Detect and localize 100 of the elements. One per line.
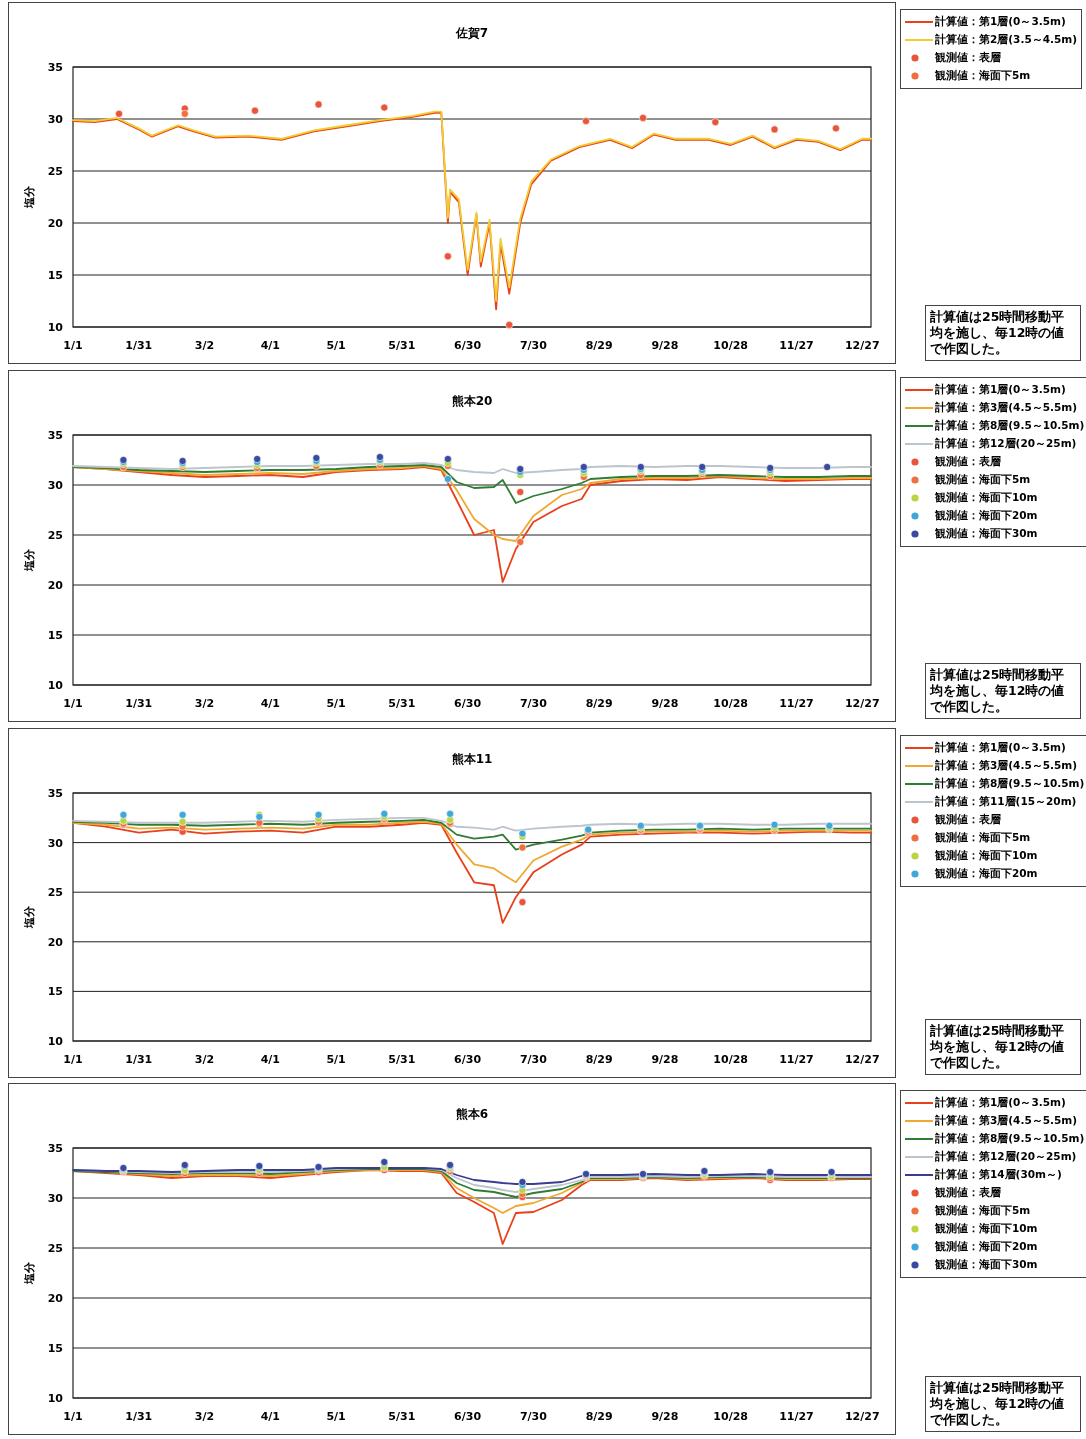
x-tick-label: 9/28 xyxy=(651,697,679,710)
legend-label: 計算値：第3層(4.5～5.5m) xyxy=(935,759,1078,773)
y-axis-title: 塩分 xyxy=(23,548,36,572)
y-tick-label: 15 xyxy=(47,629,63,642)
legend-label: 観測値：海面下5m xyxy=(935,69,1031,83)
legend-label: 観測値：海面下20m xyxy=(935,509,1038,523)
legend-label: 観測値：表層 xyxy=(935,813,1001,827)
x-tick-label: 8/29 xyxy=(585,697,613,710)
x-tick-label: 8/29 xyxy=(585,339,613,352)
y-tick-label: 35 xyxy=(47,61,63,74)
legend-label: 観測値：海面下10m xyxy=(935,491,1038,505)
y-tick-label: 10 xyxy=(47,1035,64,1048)
x-tick-label: 5/31 xyxy=(388,1410,416,1423)
text: 計算値は25時間移動平均を施し、毎12時の値で作図した。 xyxy=(925,305,1081,361)
y-tick-label: 10 xyxy=(47,679,64,692)
legend-label: 計算値：第8層(9.5～10.5m) xyxy=(935,419,1085,433)
x-tick-label: 3/2 xyxy=(194,1410,215,1423)
x-tick-label: 11/27 xyxy=(779,1410,814,1423)
legend-label: 計算値：第12層(20～25m) xyxy=(935,1150,1077,1164)
x-tick-label: 1/31 xyxy=(125,339,153,352)
x-tick-label: 9/28 xyxy=(651,1053,679,1066)
legend-label: 観測値：海面下20m xyxy=(935,867,1038,881)
y-tick-label: 25 xyxy=(47,165,63,178)
x-tick-label: 7/30 xyxy=(519,1053,548,1066)
legend-label: 観測値：表層 xyxy=(935,1186,1001,1200)
y-tick-label: 35 xyxy=(47,787,63,800)
x-tick-label: 3/2 xyxy=(194,697,215,710)
legend-label: 計算値：第14層(30m～) xyxy=(935,1168,1062,1182)
y-tick-label: 25 xyxy=(47,1242,63,1255)
y-tick-label: 35 xyxy=(47,1142,63,1155)
legend-label: 観測値：海面下5m xyxy=(935,473,1031,487)
legend-label: 観測値：海面下5m xyxy=(935,831,1031,845)
x-tick-label: 6/30 xyxy=(454,1053,482,1066)
y-tick-label: 15 xyxy=(47,985,63,999)
legend-label: 計算値：第8層(9.5～10.5m) xyxy=(935,1132,1085,1146)
x-tick-label: 10/28 xyxy=(713,1053,749,1066)
x-tick-label: 1/1 xyxy=(63,1053,83,1066)
x-tick-label: 12/27 xyxy=(844,1410,880,1423)
y-axis-title: 塩分 xyxy=(23,1261,36,1285)
x-tick-label: 4/1 xyxy=(260,1053,280,1066)
legend-label: 計算値：第1層(0～3.5m) xyxy=(935,741,1066,755)
legend-label: 計算値：第2層(3.5～4.5m) xyxy=(935,33,1078,47)
x-tick-label: 5/31 xyxy=(388,1053,416,1066)
x-tick-label: 5/1 xyxy=(326,339,346,352)
x-tick-label: 7/30 xyxy=(519,339,548,352)
legend-label: 計算値：第1層(0～3.5m) xyxy=(935,1096,1066,1110)
legend-label: 計算値：第8層(9.5～10.5m) xyxy=(935,777,1085,791)
y-tick-label: 15 xyxy=(47,1342,63,1355)
chart-title: 佐賀7 xyxy=(454,26,489,40)
legend-label: 計算値：第1層(0～3.5m) xyxy=(935,383,1066,397)
text: 計算値は25時間移動平均を施し、毎12時の値で作図した。 xyxy=(925,663,1081,719)
x-tick-label: 10/28 xyxy=(713,1410,749,1423)
y-tick-label: 30 xyxy=(47,113,64,126)
text: 計算値は25時間移動平均を施し、毎12時の値で作図した。 xyxy=(925,1376,1081,1432)
x-tick-label: 10/28 xyxy=(713,339,749,352)
legend-label: 観測値：海面下30m xyxy=(935,1258,1038,1272)
y-tick-label: 30 xyxy=(47,479,64,492)
x-tick-label: 1/31 xyxy=(125,697,153,710)
x-tick-label: 7/30 xyxy=(519,697,548,710)
legend-label: 計算値：第1層(0～3.5m) xyxy=(935,15,1066,29)
legend-label: 計算値：第3層(4.5～5.5m) xyxy=(935,1114,1078,1128)
y-tick-label: 25 xyxy=(47,886,63,900)
x-tick-label: 1/31 xyxy=(125,1053,153,1066)
chart-title: 熊本20 xyxy=(451,394,493,408)
x-tick-label: 1/1 xyxy=(63,697,83,710)
chart-title: 熊本11 xyxy=(451,752,493,766)
legend-label: 観測値：表層 xyxy=(935,455,1001,469)
y-axis-title: 塩分 xyxy=(23,185,36,209)
text: 計算値は25時間移動平均を施し、毎12時の値で作図した。 xyxy=(925,1019,1081,1075)
chart-title: 熊本6 xyxy=(455,1107,489,1121)
legend-label: 観測値：表層 xyxy=(935,51,1001,65)
y-axis-title: 塩分 xyxy=(23,905,36,929)
x-tick-label: 1/1 xyxy=(63,1410,83,1423)
y-tick-label: 20 xyxy=(47,935,64,949)
x-tick-label: 6/30 xyxy=(454,697,482,710)
y-tick-label: 30 xyxy=(47,836,64,850)
x-tick-label: 9/28 xyxy=(651,339,679,352)
x-tick-label: 5/1 xyxy=(326,1053,346,1066)
x-tick-label: 12/27 xyxy=(844,339,880,352)
y-tick-label: 35 xyxy=(47,429,63,442)
x-tick-label: 5/1 xyxy=(326,1410,346,1423)
y-tick-label: 10 xyxy=(47,321,64,334)
x-tick-label: 6/30 xyxy=(454,1410,482,1423)
y-tick-label: 10 xyxy=(47,1392,64,1405)
y-tick-label: 20 xyxy=(47,1292,64,1305)
x-tick-label: 3/2 xyxy=(194,1053,215,1066)
y-tick-label: 25 xyxy=(47,529,63,542)
legend-label: 観測値：海面下10m xyxy=(935,1222,1038,1236)
legend-label: 観測値：海面下10m xyxy=(935,849,1038,863)
y-tick-label: 30 xyxy=(47,1192,64,1205)
x-tick-label: 5/1 xyxy=(326,697,346,710)
x-tick-label: 11/27 xyxy=(779,697,814,710)
x-tick-label: 5/31 xyxy=(388,339,416,352)
y-tick-label: 15 xyxy=(47,269,63,282)
x-tick-label: 4/1 xyxy=(260,1410,280,1423)
x-tick-label: 4/1 xyxy=(260,697,280,710)
legend-label: 計算値：第3層(4.5～5.5m) xyxy=(935,401,1078,415)
x-tick-label: 9/28 xyxy=(651,1410,679,1423)
x-tick-label: 8/29 xyxy=(585,1410,613,1423)
legend-label: 計算値：第11層(15～20m) xyxy=(935,795,1077,809)
